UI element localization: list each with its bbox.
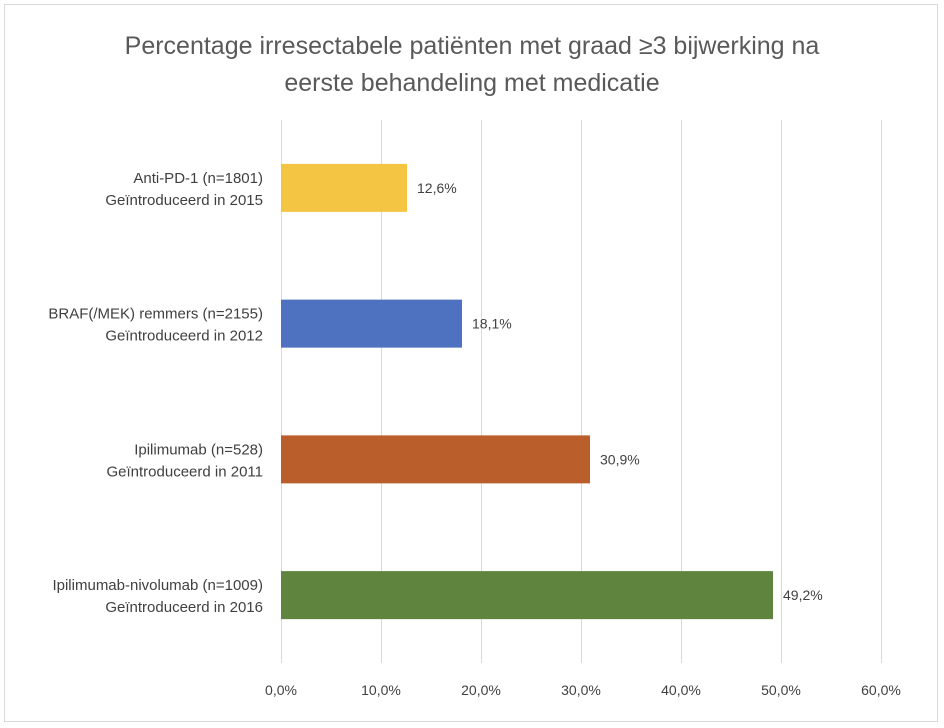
category-label: Geïntroduceerd in 2011 bbox=[107, 463, 264, 480]
data-label: 49,2% bbox=[783, 587, 823, 603]
bar bbox=[281, 435, 590, 484]
x-tick-label: 20,0% bbox=[461, 682, 501, 698]
category-label: Anti-PD-1 (n=1801) bbox=[133, 170, 263, 187]
category-label: BRAF(/MEK) remmers (n=2155) bbox=[48, 306, 263, 323]
chart-title: Percentage irresectabele patiënten met g… bbox=[0, 28, 944, 102]
chart-title-line-1: Percentage irresectabele patiënten met g… bbox=[124, 32, 820, 60]
bar bbox=[281, 163, 407, 212]
data-label: 12,6% bbox=[417, 180, 457, 196]
category-label: Ipilimumab (n=528) bbox=[134, 441, 263, 458]
bar bbox=[281, 571, 773, 620]
x-tick-label: 10,0% bbox=[361, 682, 401, 698]
x-tick-label: 40,0% bbox=[661, 682, 701, 698]
data-label: 18,1% bbox=[472, 316, 512, 332]
x-tick-label: 0,0% bbox=[265, 682, 297, 698]
category-label: Geïntroduceerd in 2012 bbox=[105, 328, 263, 345]
category-label: Ipilimumab-nivolumab (n=1009) bbox=[52, 577, 263, 594]
chart-title-line-2: eerste behandeling met medicatie bbox=[284, 69, 660, 97]
x-tick-label: 30,0% bbox=[561, 682, 601, 698]
category-label: Geïntroduceerd in 2016 bbox=[105, 599, 263, 616]
category-label: Geïntroduceerd in 2015 bbox=[105, 192, 263, 209]
data-label: 30,9% bbox=[600, 451, 640, 467]
bar bbox=[281, 299, 462, 348]
x-tick-label: 60,0% bbox=[861, 682, 901, 698]
x-tick-label: 50,0% bbox=[761, 682, 801, 698]
